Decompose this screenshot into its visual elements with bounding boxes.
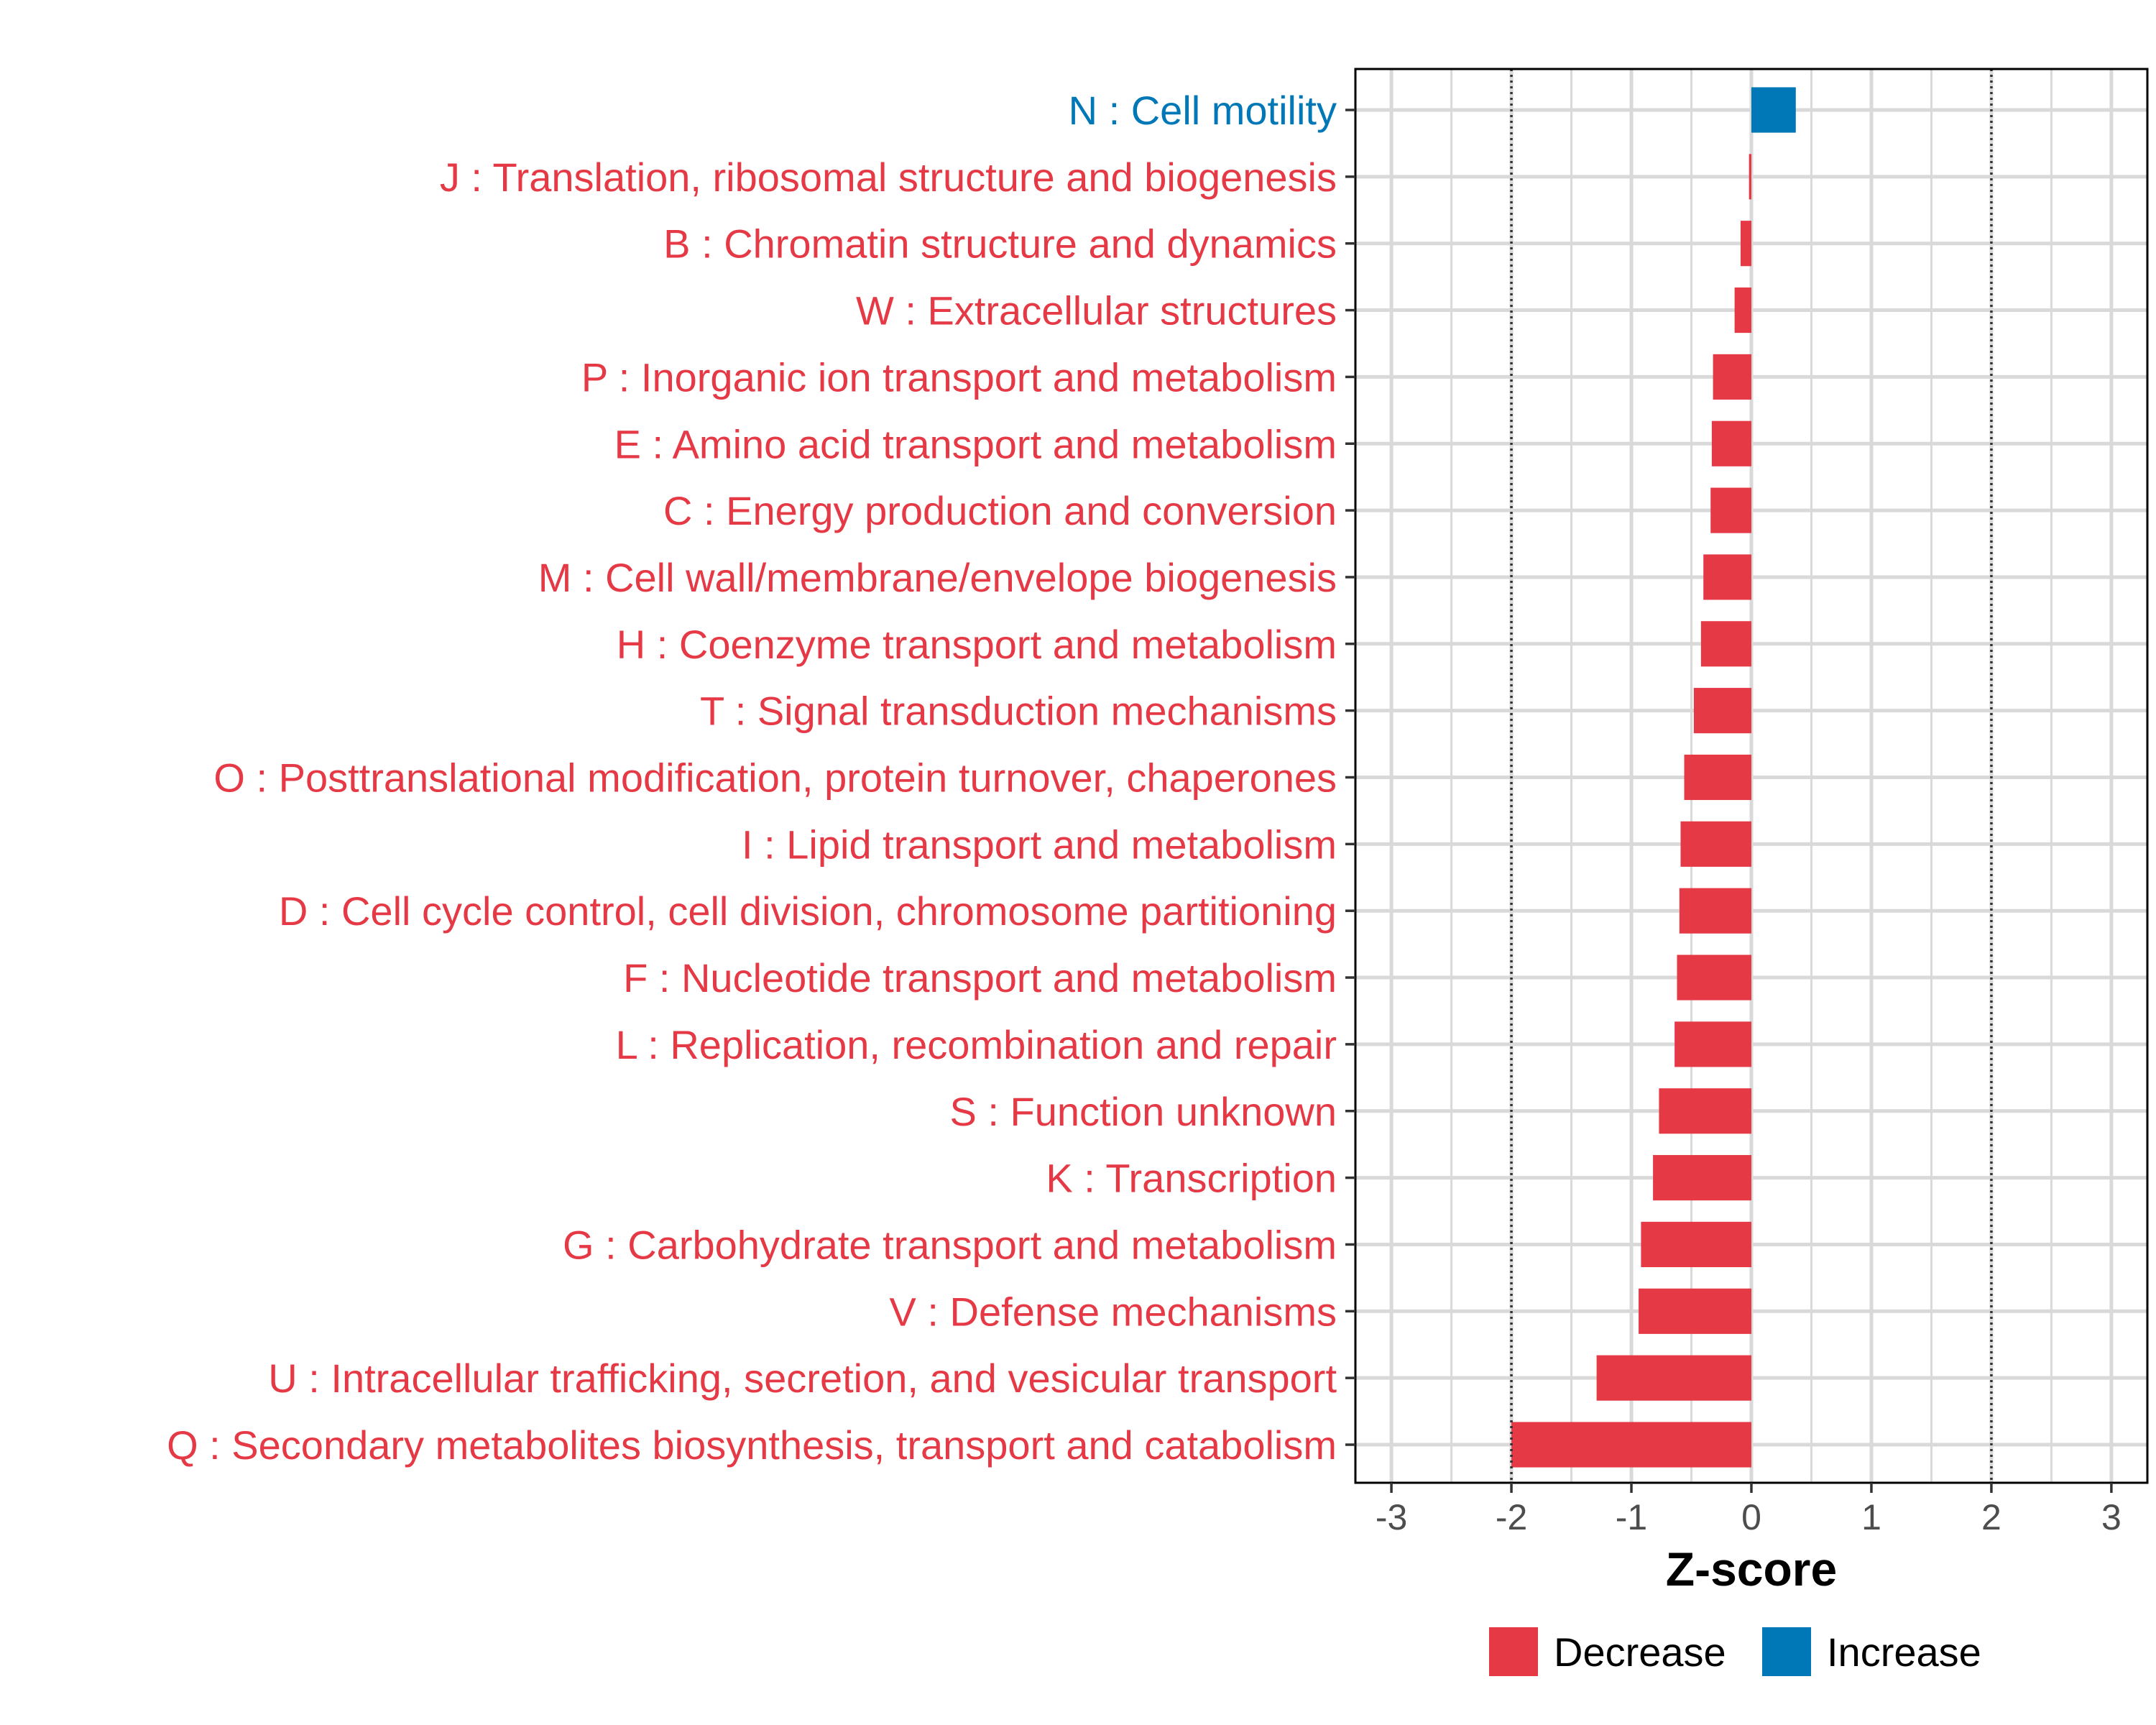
category-label: P : Inorganic ion transport and metaboli…: [581, 354, 1337, 400]
bar: [1703, 554, 1751, 600]
x-tick-label: 0: [1741, 1497, 1761, 1537]
category-label: T : Signal transduction mechanisms: [700, 689, 1337, 734]
x-axis-title: Z-score: [1666, 1542, 1837, 1596]
y-axis-ticks: N : Cell motility J : Translation, riboso…: [167, 88, 1355, 1468]
bar: [1659, 1088, 1751, 1134]
bar: [1596, 1355, 1751, 1401]
category-label: D : Cell cycle control, cell division, c…: [279, 888, 1337, 934]
bar: [1511, 1422, 1751, 1468]
category-label: J : Translation, ribosomal structure and…: [440, 155, 1337, 200]
bar: [1711, 420, 1751, 466]
x-tick-label: -3: [1376, 1497, 1407, 1537]
bar: [1677, 954, 1751, 1000]
x-axis-ticks: -3 -2 -1 0 1 2 3: [1376, 1483, 2122, 1537]
category-label: F : Nucleotide transport and metabolism: [623, 955, 1337, 1000]
bar: [1674, 1021, 1751, 1067]
category-label: H : Coenzyme transport and metabolism: [617, 622, 1337, 667]
x-tick-label: 2: [1981, 1497, 2001, 1537]
legend: Decrease Increase: [1489, 1627, 1981, 1676]
category-label: W : Extracellular structures: [856, 288, 1337, 334]
category-label: S : Function unknown: [949, 1089, 1337, 1134]
legend-label-decrease: Decrease: [1554, 1629, 1726, 1675]
category-label: N : Cell motility: [1069, 88, 1337, 133]
bar: [1680, 821, 1751, 867]
category-label: I : Lipid transport and metabolism: [742, 822, 1337, 867]
bar: [1693, 688, 1751, 734]
bar: [1653, 1155, 1751, 1201]
bar: [1751, 87, 1796, 133]
bar: [1734, 287, 1751, 334]
category-label: V : Defense mechanisms: [890, 1289, 1337, 1334]
category-label: O : Posttranslational modification, prot…: [213, 755, 1337, 801]
category-label: G : Carbohydrate transport and metabolis…: [563, 1222, 1337, 1267]
bar: [1700, 621, 1751, 667]
x-tick-label: -2: [1496, 1497, 1527, 1537]
bar: [1679, 888, 1751, 934]
bar: [1749, 154, 1751, 200]
x-tick-label: 1: [1861, 1497, 1881, 1537]
category-label: K : Transcription: [1046, 1156, 1337, 1201]
bar: [1641, 1221, 1751, 1268]
bar-layer: [1511, 87, 1796, 1468]
category-label: Q : Secondary metabolites biosynthesis, …: [167, 1422, 1337, 1468]
category-label: U : Intracellular trafficking, secretion…: [268, 1356, 1337, 1401]
category-label: M : Cell wall/membrane/envelope biogenes…: [538, 555, 1337, 600]
bar: [1684, 754, 1751, 801]
category-label: B : Chromatin structure and dynamics: [663, 221, 1337, 267]
legend-key-increase: [1762, 1627, 1811, 1676]
bar: [1740, 221, 1751, 267]
category-label: E : Amino acid transport and metabolism: [614, 421, 1337, 466]
bar: [1639, 1288, 1751, 1334]
legend-key-decrease: [1489, 1627, 1538, 1676]
x-tick-label: 3: [2101, 1497, 2122, 1537]
bar: [1710, 487, 1751, 533]
category-label: C : Energy production and conversion: [663, 488, 1337, 533]
legend-label-increase: Increase: [1827, 1629, 1981, 1675]
category-label: L : Replication, recombination and repai…: [616, 1022, 1337, 1067]
bar: [1713, 354, 1751, 400]
x-tick-label: -1: [1616, 1497, 1647, 1537]
